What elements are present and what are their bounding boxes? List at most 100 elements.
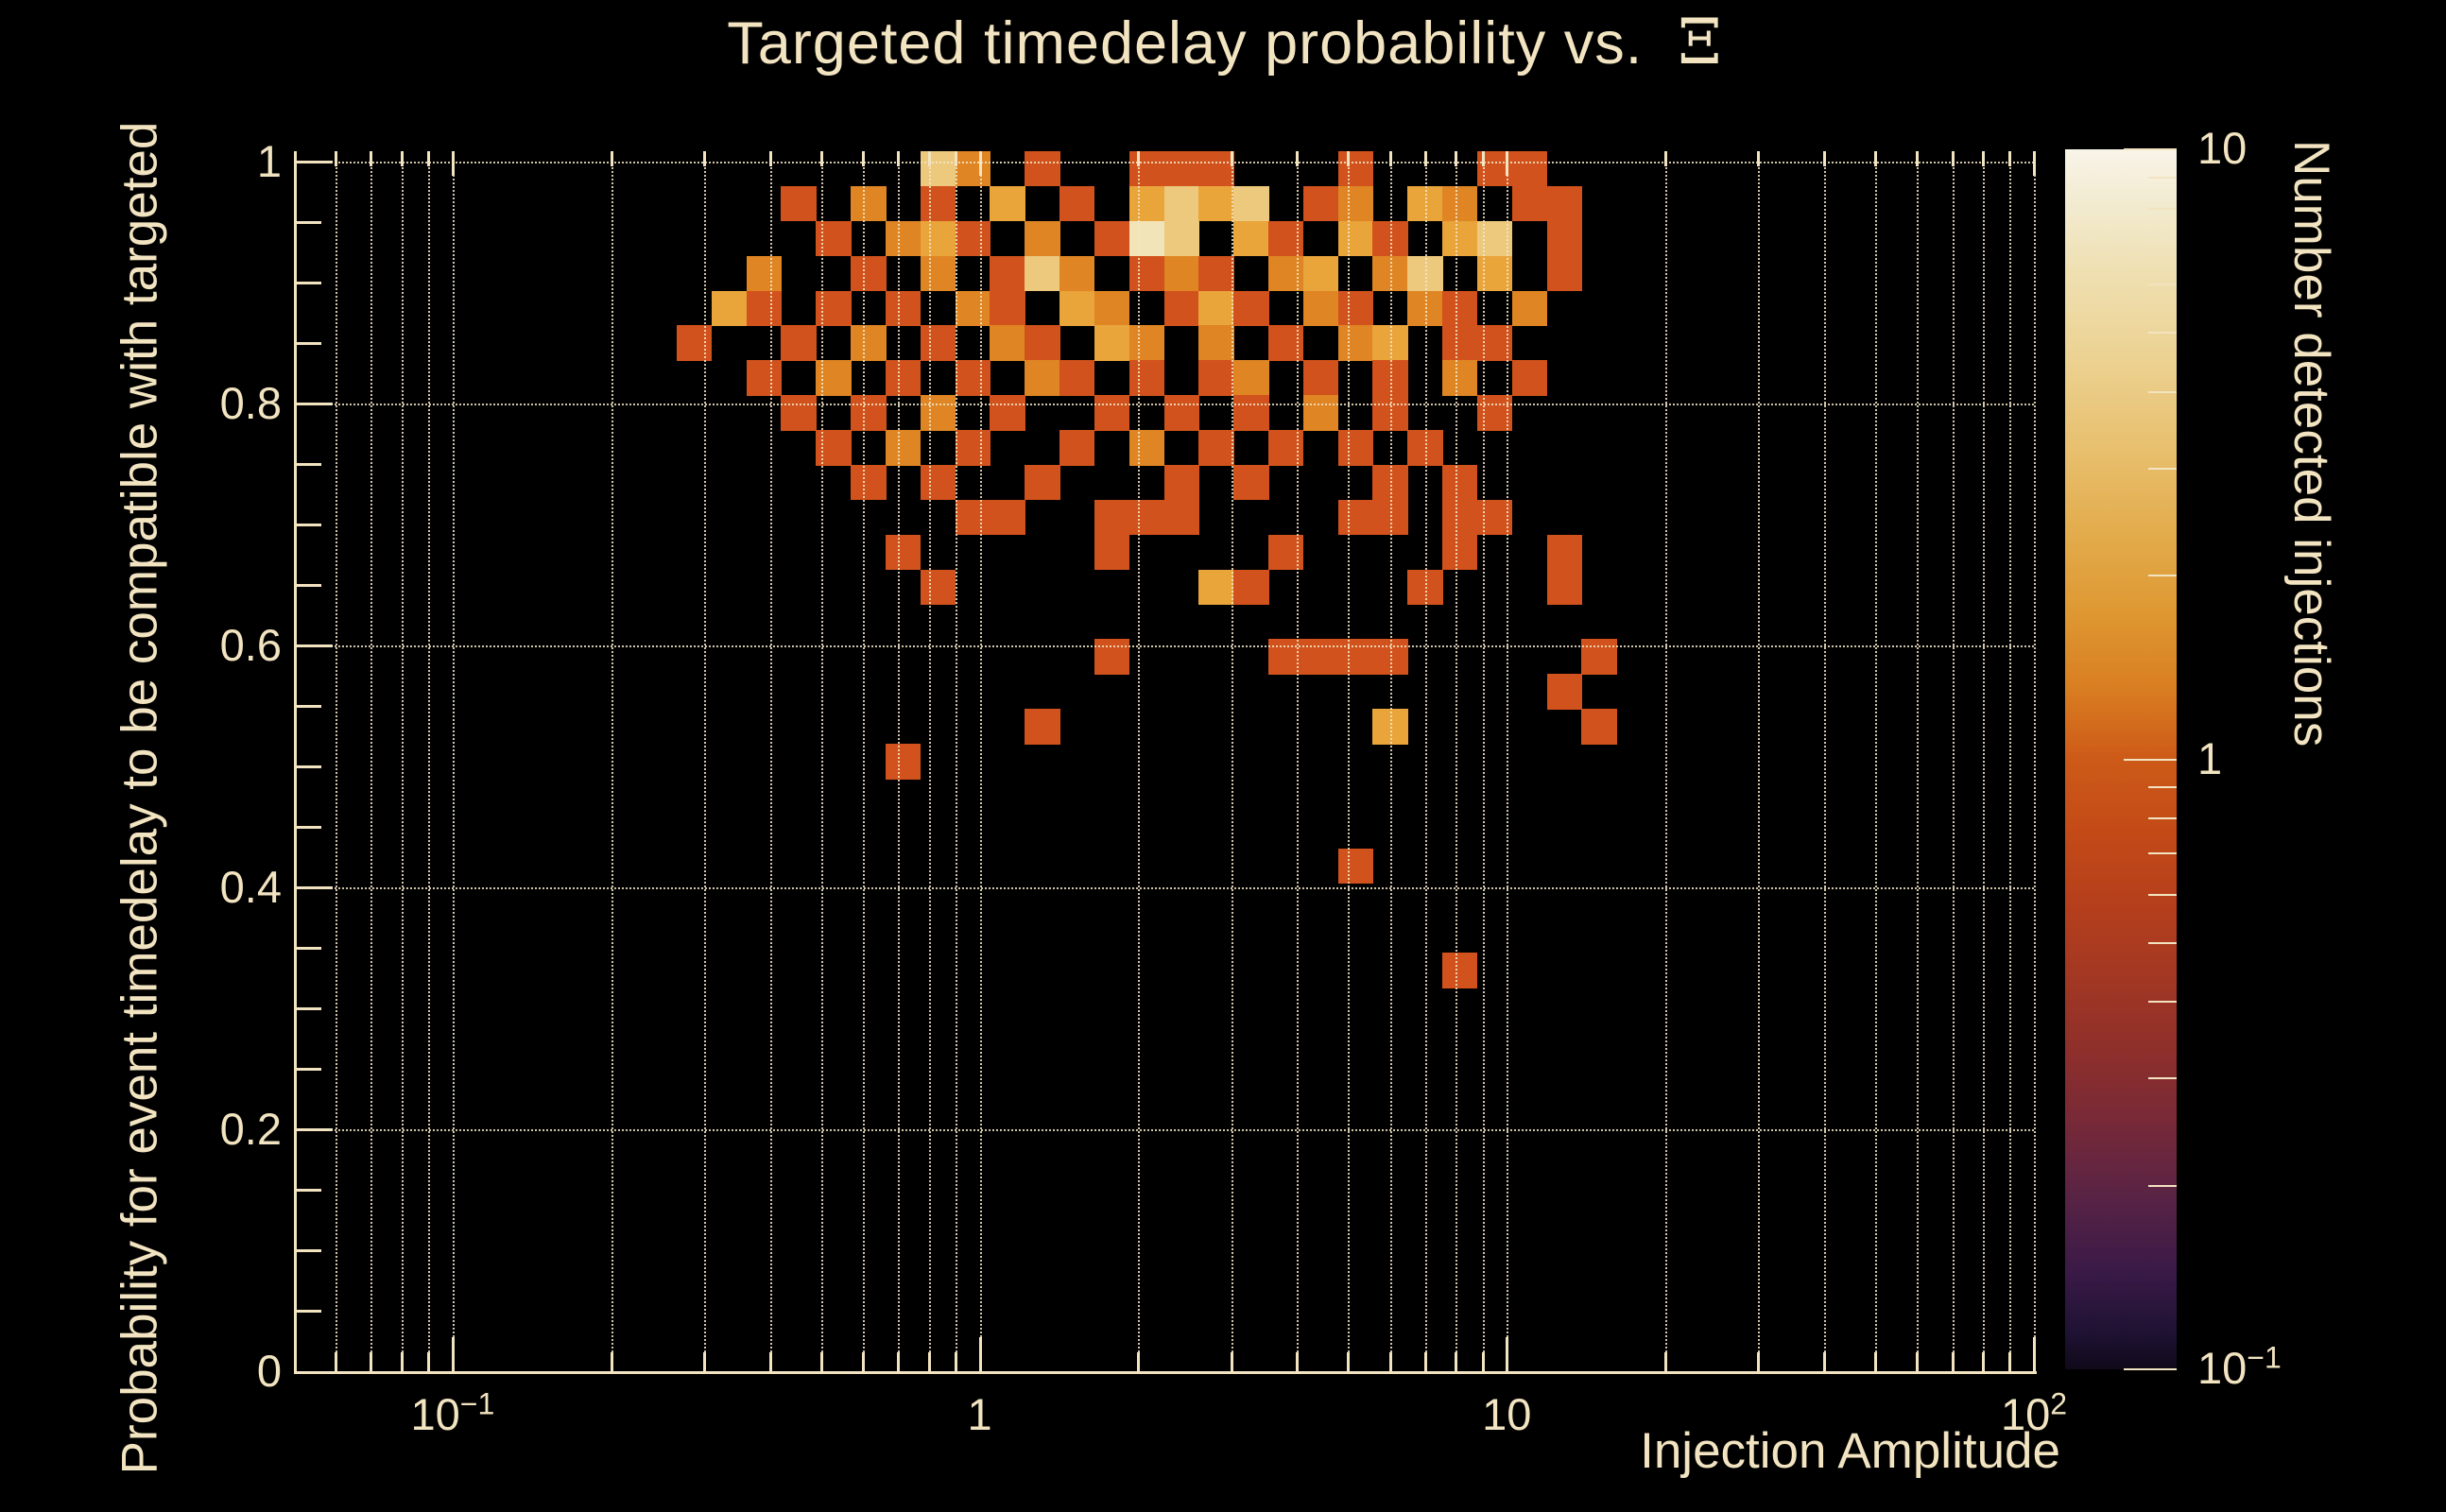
- heatmap-cell: [1198, 185, 1234, 222]
- x-axis-tick: [702, 1352, 706, 1371]
- colorbar-title: Number detected injections: [2283, 140, 2339, 747]
- colorbar-minor-tick: [2148, 242, 2177, 245]
- x-axis-mirror-tick: [451, 151, 455, 176]
- x-axis-tick: [610, 1352, 613, 1371]
- heatmap-cell: [1546, 220, 1582, 257]
- gridline-horizontal: [294, 645, 2034, 647]
- colorbar-minor-tick: [2148, 817, 2177, 820]
- x-axis-mirror-tick: [702, 151, 706, 166]
- x-axis-mirror-tick: [1455, 151, 1458, 166]
- colorbar-tick-label: 10−1: [2197, 1340, 2282, 1393]
- heatmap-cell: [1128, 220, 1165, 257]
- heatmap-cell: [1302, 290, 1339, 327]
- chart-title-text: Targeted timedelay probability vs.: [727, 10, 1679, 77]
- gridline-vertical: [1456, 151, 1458, 1371]
- gridline-vertical: [1824, 151, 1827, 1371]
- heatmap-cell: [1059, 360, 1095, 396]
- colorbar-minor-tick: [2148, 207, 2177, 210]
- x-axis-mirror-tick: [1296, 151, 1300, 166]
- x-axis-tick: [1137, 1352, 1141, 1371]
- heatmap-cell: [1442, 325, 1478, 361]
- heatmap-cell: [746, 255, 783, 292]
- colorbar-minor-tick: [2148, 332, 2177, 335]
- heatmap-cell: [1442, 534, 1478, 571]
- heatmap-cell: [1198, 151, 1234, 187]
- gridline-vertical: [452, 151, 455, 1371]
- heatmap-cell: [1511, 151, 1548, 187]
- x-tick-label: 10−1: [410, 1386, 495, 1439]
- heatmap-cell: [990, 325, 1025, 361]
- colorbar-minor-tick: [2148, 941, 2177, 944]
- heatmap-cell: [1198, 569, 1234, 606]
- x-axis-mirror-tick: [427, 151, 431, 166]
- xi-symbol: Ξ: [1678, 6, 1723, 78]
- x-axis-mirror-tick: [927, 151, 931, 166]
- heatmap-cell: [1025, 709, 1060, 745]
- heatmap-cell: [1337, 848, 1373, 885]
- heatmap-cell: [1546, 534, 1582, 571]
- x-axis-mirror-tick: [955, 151, 958, 166]
- y-tick-label: 0.8: [219, 378, 282, 428]
- heatmap-cell: [1511, 360, 1548, 396]
- heatmap-cell: [1128, 185, 1165, 222]
- x-axis-tick: [1664, 1352, 1668, 1371]
- y-axis-tick: [297, 1310, 321, 1313]
- y-axis-tick: [297, 1068, 321, 1071]
- x-axis-mirror-tick: [819, 151, 823, 166]
- heatmap-cell: [1163, 464, 1199, 501]
- heatmap-cell: [781, 325, 817, 361]
- x-axis-mirror-tick: [1137, 151, 1141, 166]
- gridline-vertical: [979, 151, 982, 1371]
- x-axis-tick: [861, 1352, 865, 1371]
- heatmap-cell: [955, 499, 990, 536]
- y-tick-label: 0.2: [219, 1104, 282, 1154]
- gridline-vertical: [769, 151, 772, 1371]
- heatmap-cell: [1337, 151, 1373, 187]
- x-axis-mirror-tick: [1664, 151, 1668, 166]
- gridline-vertical: [1917, 151, 1920, 1371]
- y-axis-tick: [297, 584, 321, 587]
- y-axis-tick: [297, 1249, 321, 1252]
- colorbar-minor-tick: [2148, 467, 2177, 470]
- gridline-vertical: [401, 151, 404, 1371]
- gridline-vertical: [611, 151, 613, 1371]
- heatmap-cell: [1094, 290, 1130, 327]
- x-axis-tick: [1981, 1352, 1985, 1371]
- heatmap-cell: [990, 255, 1025, 292]
- x-axis-tick: [955, 1352, 958, 1371]
- heatmap-cell: [1025, 360, 1060, 396]
- heatmap-cell: [1302, 185, 1339, 222]
- x-tick-label: 102: [2000, 1386, 2068, 1439]
- x-axis-tick: [1388, 1352, 1392, 1371]
- heatmap-cell: [990, 395, 1025, 431]
- heatmap-cell: [990, 185, 1025, 222]
- gridline-vertical: [1297, 151, 1300, 1371]
- y-tick-label: 0: [256, 1346, 282, 1396]
- x-axis-tick: [2033, 1337, 2036, 1371]
- gridline-vertical: [1348, 151, 1351, 1371]
- heatmap-cell: [1198, 430, 1234, 466]
- heatmap-cell: [1302, 639, 1339, 675]
- heatmap-cell: [1198, 255, 1234, 292]
- heatmap-cell: [1025, 325, 1060, 361]
- x-tick-label: 1: [967, 1389, 992, 1439]
- gridline-vertical: [1665, 151, 1668, 1371]
- x-axis-tick: [427, 1352, 431, 1371]
- gridline-vertical: [928, 151, 931, 1371]
- heatmap-cell: [1442, 220, 1478, 257]
- heatmap-cell: [920, 151, 956, 187]
- y-axis-tick: [297, 463, 321, 466]
- colorbar-minor-tick: [2148, 786, 2177, 789]
- gridline-vertical: [2009, 151, 2012, 1371]
- x-axis-tick: [819, 1352, 823, 1371]
- x-axis-mirror-tick: [1757, 151, 1761, 166]
- gridline-vertical: [1138, 151, 1141, 1371]
- gridline-vertical: [1424, 151, 1427, 1371]
- x-axis-mirror-tick: [2008, 151, 2012, 166]
- x-axis-mirror-tick: [335, 151, 338, 166]
- x-axis-tick: [1455, 1352, 1458, 1371]
- heatmap-cell: [1233, 290, 1269, 327]
- heatmap-cell: [990, 499, 1025, 536]
- heatmap-cell: [920, 220, 956, 257]
- heatmap-cell: [1337, 185, 1373, 222]
